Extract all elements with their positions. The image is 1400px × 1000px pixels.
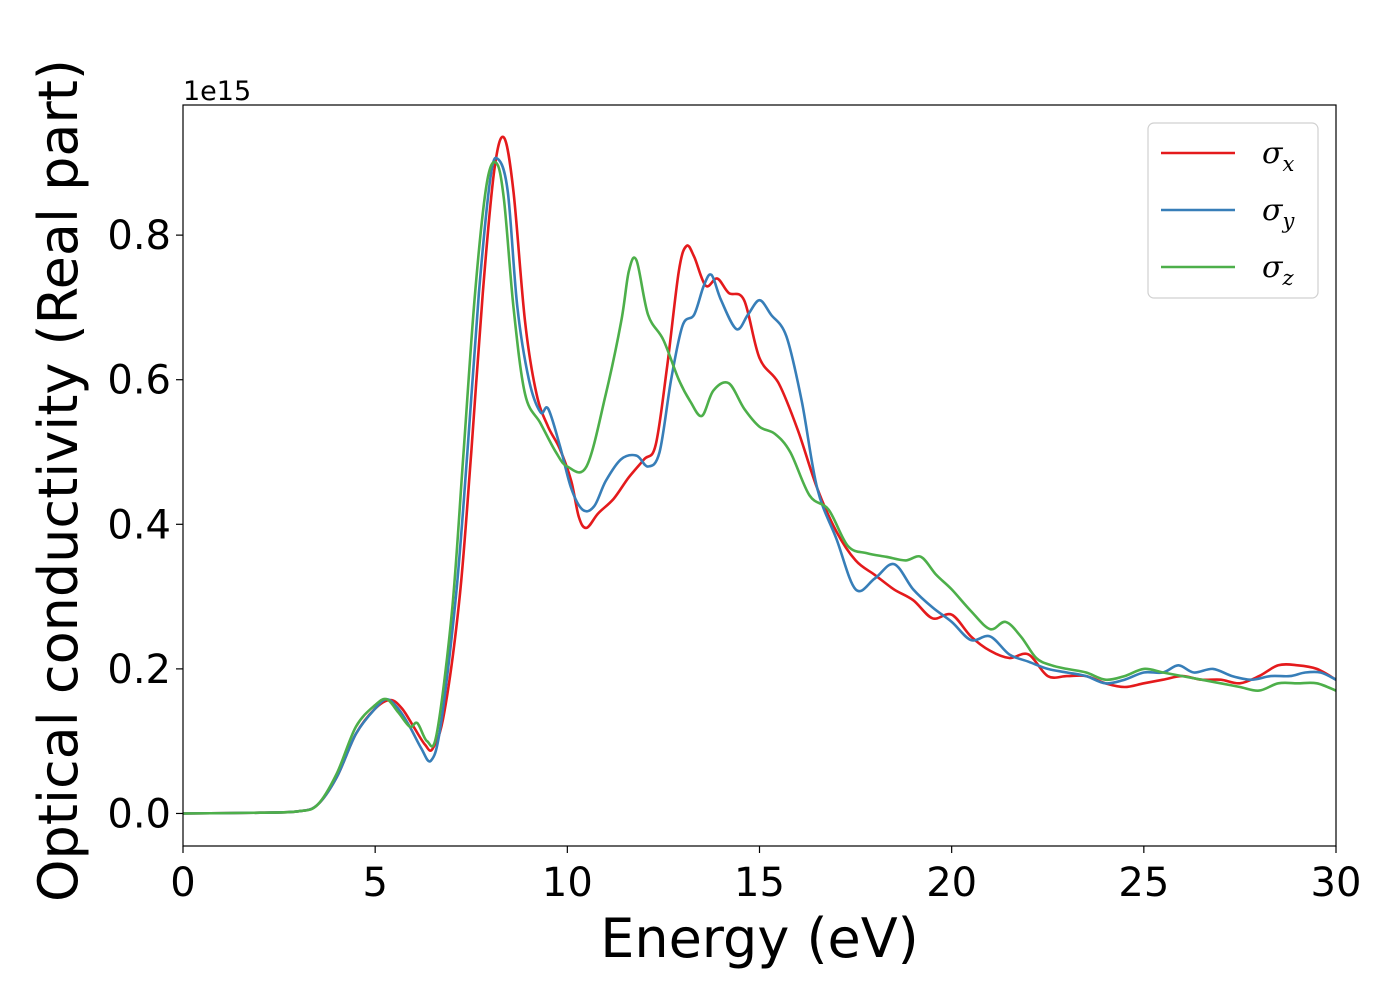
x-tick-label: 30 <box>1311 860 1362 906</box>
legend-label-z: σz <box>1262 250 1294 290</box>
x-axis: 0 5 10 15 20 25 30 <box>170 846 1361 906</box>
x-tick-label: 25 <box>1118 860 1169 906</box>
y-tick-label: 0.8 <box>107 213 171 259</box>
y-offset-text: 1e15 <box>183 76 251 107</box>
x-tick-label: 10 <box>542 860 593 906</box>
series-line-y <box>183 156 1336 815</box>
y-axis-label: Optical conductivity (Real part) <box>27 59 90 902</box>
y-tick-label: 0.0 <box>107 791 171 837</box>
y-tick-label: 0.6 <box>107 358 171 404</box>
x-tick-label: 15 <box>734 860 785 906</box>
y-axis: 0.0 0.2 0.4 0.6 0.8 <box>107 213 183 837</box>
x-tick-label: 0 <box>170 860 195 906</box>
x-tick-label: 20 <box>926 860 977 906</box>
legend-label-x: σx <box>1262 136 1294 176</box>
y-tick-label: 0.2 <box>107 647 171 693</box>
x-axis-label: Energy (eV) <box>600 907 919 970</box>
plot-area <box>182 104 1337 847</box>
x-tick-label: 5 <box>362 860 387 906</box>
legend-label-y: σy <box>1262 193 1295 233</box>
y-tick-label: 0.4 <box>107 502 171 548</box>
series-line-z <box>183 160 1336 815</box>
legend: σx σy σz <box>1147 122 1319 299</box>
series-layer <box>183 135 1336 815</box>
